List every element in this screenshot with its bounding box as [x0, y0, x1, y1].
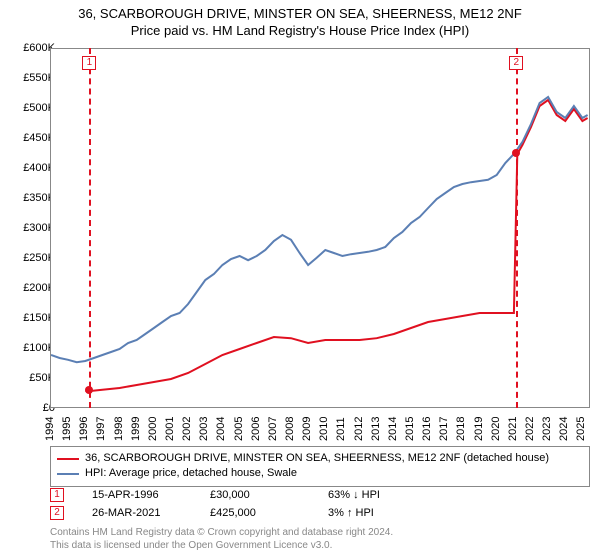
x-tick-label: 2025 [575, 427, 587, 441]
x-tick-label: 2008 [284, 427, 296, 441]
legend-label: 36, SCARBOROUGH DRIVE, MINSTER ON SEA, S… [85, 451, 549, 466]
event-row: 1 15-APR-1996 £30,000 63% ↓ HPI [50, 486, 590, 504]
title-line-2: Price paid vs. HM Land Registry's House … [0, 23, 600, 40]
event-price: £425,000 [210, 507, 300, 519]
y-tick-label: £600K [5, 42, 55, 54]
x-tick-label: 2012 [353, 427, 365, 441]
y-tick-label: £350K [5, 192, 55, 204]
y-tick-label: £400K [5, 162, 55, 174]
x-tick-label: 2007 [267, 427, 279, 441]
reference-marker: 2 [509, 56, 523, 70]
x-tick-label: 2011 [335, 427, 347, 441]
footer-attribution: Contains HM Land Registry data © Crown c… [50, 526, 590, 552]
x-tick-label: 2010 [318, 427, 330, 441]
x-tick-label: 2002 [181, 427, 193, 441]
sale-dot [85, 386, 93, 394]
series-hpi [51, 97, 588, 362]
x-tick-label: 2021 [507, 427, 519, 441]
footer-line-1: Contains HM Land Registry data © Crown c… [50, 526, 590, 539]
x-tick-label: 1994 [44, 427, 56, 441]
chart-container: 36, SCARBOROUGH DRIVE, MINSTER ON SEA, S… [0, 0, 600, 560]
event-date: 15-APR-1996 [92, 489, 182, 501]
footer-line-2: This data is licensed under the Open Gov… [50, 539, 590, 552]
reference-line [516, 48, 518, 408]
x-tick-label: 2003 [198, 427, 210, 441]
plot-area [50, 48, 590, 408]
series-price-paid [85, 100, 587, 391]
x-tick-label: 2022 [524, 427, 536, 441]
x-tick-label: 2018 [455, 427, 467, 441]
y-tick-label: £0 [5, 402, 55, 414]
x-tick-label: 1997 [95, 427, 107, 441]
y-tick-label: £150K [5, 312, 55, 324]
y-tick-label: £250K [5, 252, 55, 264]
sale-events: 1 15-APR-1996 £30,000 63% ↓ HPI 2 26-MAR-2021… [50, 486, 590, 522]
y-tick-label: £450K [5, 132, 55, 144]
event-marker: 1 [50, 488, 64, 502]
x-tick-label: 2004 [215, 427, 227, 441]
legend-swatch [57, 458, 79, 460]
legend-swatch [57, 473, 79, 475]
legend-row: HPI: Average price, detached house, Swal… [57, 466, 583, 481]
event-marker: 2 [50, 506, 64, 520]
chart-titles: 36, SCARBOROUGH DRIVE, MINSTER ON SEA, S… [0, 0, 600, 40]
event-price: £30,000 [210, 489, 300, 501]
series-lines [51, 49, 591, 409]
x-tick-label: 2023 [541, 427, 553, 441]
y-tick-label: £50K [5, 372, 55, 384]
x-tick-label: 2016 [421, 427, 433, 441]
event-delta: 63% ↓ HPI [328, 489, 418, 501]
reference-line [89, 48, 91, 408]
legend-row: 36, SCARBOROUGH DRIVE, MINSTER ON SEA, S… [57, 451, 583, 466]
legend-label: HPI: Average price, detached house, Swal… [85, 466, 297, 481]
x-tick-label: 2009 [301, 427, 313, 441]
title-line-1: 36, SCARBOROUGH DRIVE, MINSTER ON SEA, S… [0, 6, 600, 23]
x-tick-label: 2017 [438, 427, 450, 441]
y-tick-label: £200K [5, 282, 55, 294]
x-tick-label: 1999 [130, 427, 142, 441]
legend: 36, SCARBOROUGH DRIVE, MINSTER ON SEA, S… [50, 446, 590, 487]
x-tick-label: 2006 [250, 427, 262, 441]
x-tick-label: 1996 [78, 427, 90, 441]
sale-dot [512, 149, 520, 157]
x-tick-label: 1995 [61, 427, 73, 441]
x-tick-label: 2000 [147, 427, 159, 441]
event-delta: 3% ↑ HPI [328, 507, 418, 519]
event-date: 26-MAR-2021 [92, 507, 182, 519]
y-tick-label: £300K [5, 222, 55, 234]
x-tick-label: 2005 [233, 427, 245, 441]
x-tick-label: 2024 [558, 427, 570, 441]
x-tick-label: 2020 [490, 427, 502, 441]
y-tick-label: £550K [5, 72, 55, 84]
x-tick-label: 2019 [473, 427, 485, 441]
x-tick-label: 2015 [404, 427, 416, 441]
reference-marker: 1 [82, 56, 96, 70]
x-tick-label: 2001 [164, 427, 176, 441]
event-row: 2 26-MAR-2021 £425,000 3% ↑ HPI [50, 504, 590, 522]
x-tick-label: 1998 [113, 427, 125, 441]
y-tick-label: £500K [5, 102, 55, 114]
y-tick-label: £100K [5, 342, 55, 354]
x-tick-label: 2014 [387, 427, 399, 441]
x-tick-label: 2013 [370, 427, 382, 441]
